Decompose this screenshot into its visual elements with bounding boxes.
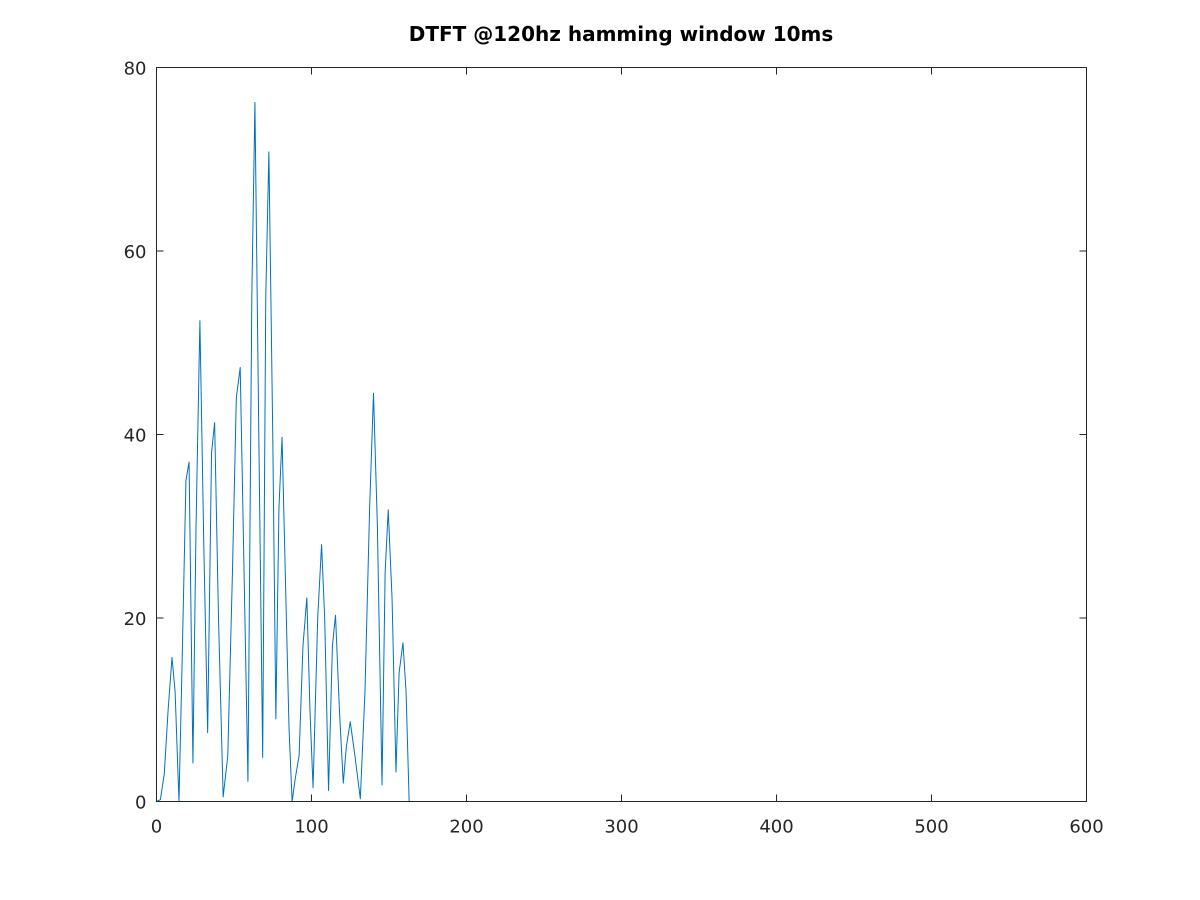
x-tick-label: 100: [294, 817, 328, 838]
plot-area: 0 100 200 300 400 500 600 0 20 40 60 80: [124, 59, 1104, 838]
y-tick-label: 20: [124, 609, 147, 630]
x-tick-label: 600: [1069, 817, 1103, 838]
chart-title: DTFT @120hz hamming window 10ms: [409, 22, 834, 46]
x-tick-label: 300: [604, 817, 638, 838]
y-tick-label: 0: [135, 793, 146, 814]
x-axis: 0 100 200 300 400 500 600: [151, 67, 1104, 838]
y-tick-label: 40: [124, 426, 147, 447]
x-tick-label: 400: [759, 817, 793, 838]
y-axis: 0 20 40 60 80: [124, 59, 1087, 814]
x-tick-label: 0: [151, 817, 162, 838]
x-tick-label: 500: [914, 817, 948, 838]
x-tick-label: 200: [449, 817, 483, 838]
y-tick-label: 60: [124, 242, 147, 263]
y-tick-label: 80: [124, 59, 147, 80]
